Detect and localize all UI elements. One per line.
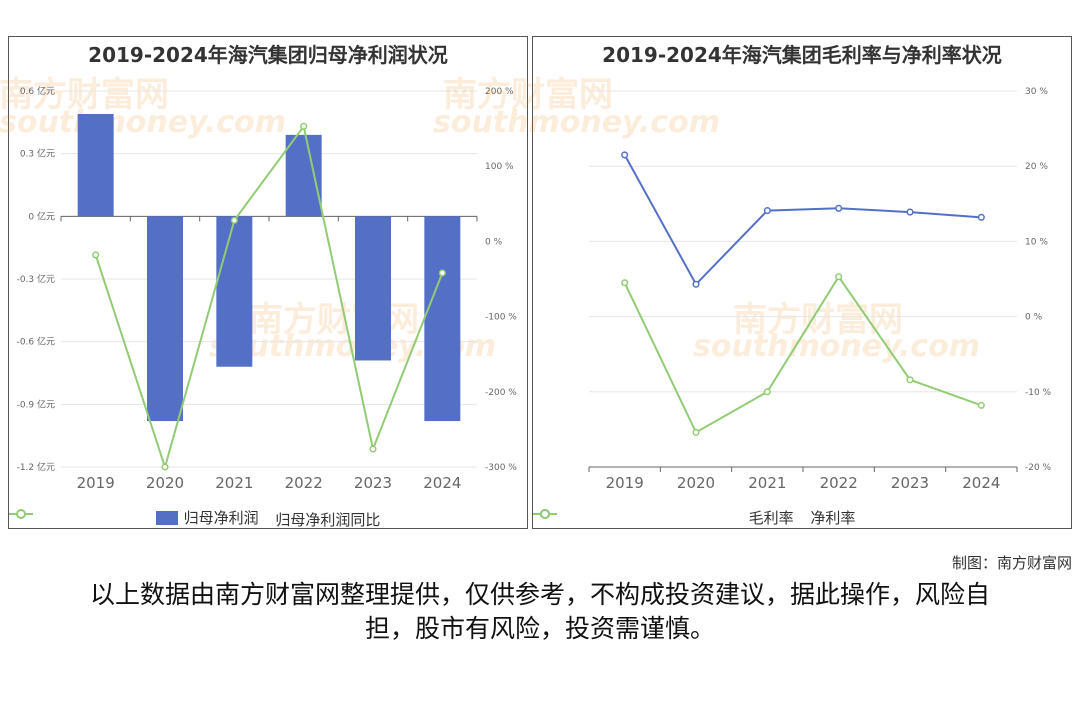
x-tick-label: 2024 (962, 474, 1000, 492)
x-tick-label: 2022 (285, 474, 323, 492)
data-point-net-margin (906, 376, 914, 384)
data-point-gross-margin (763, 207, 771, 215)
y2-tick-label: 0 % (485, 237, 503, 247)
x-tick-label: 2023 (354, 474, 392, 492)
legend-label: 归母净利润 (183, 509, 259, 527)
y-tick-label: -1.2 亿元 (17, 461, 55, 473)
legend-item-gross-margin[interactable]: 毛利率 (533, 507, 794, 528)
x-tick-label: 2020 (677, 474, 715, 492)
bar-net-profit (355, 216, 391, 361)
data-point-gross-margin (621, 151, 629, 159)
data-point-net-margin (763, 388, 771, 396)
y2-tick-label: -100 % (485, 313, 517, 323)
bar-net-profit (424, 216, 461, 422)
line-swatch-icon (9, 509, 33, 519)
series-line-gross-margin (623, 154, 982, 286)
margin-chart-panel: 南方财富网 southmoney.com 南方财富网 southmoney.co… (433, 36, 1072, 529)
bar-net-profit (77, 113, 114, 217)
data-point-yoy (438, 269, 446, 277)
legend-label: 净利率 (810, 509, 856, 527)
x-tick-label: 2021 (748, 474, 786, 492)
data-point-net-margin (621, 279, 629, 287)
data-point-gross-margin (835, 204, 843, 212)
chart-credit: 制图：南方财富网 (951, 554, 1072, 572)
disclaimer: 以上数据由南方财富网整理提供，仅供参考，不构成投资建议，据此操作，风险自担，股市… (89, 580, 990, 643)
legend-item-net-profit[interactable]: 归母净利润 (155, 507, 259, 528)
data-point-gross-margin (977, 213, 985, 221)
net-profit-chart-panel: 南方财富网 southmoney.com 南方财富网 southmoney.co… (0, 36, 528, 530)
legend: 归母净利润 归母净利润同比 (9, 507, 527, 530)
y-tick-label: 0 亿元 (28, 210, 55, 222)
y-tick-label: 10 % (1025, 237, 1048, 247)
legend-item-net-profit-yoy[interactable]: 归母净利润同比 (9, 509, 381, 530)
data-point-yoy (92, 251, 100, 259)
series-line-yoy (94, 123, 444, 471)
data-point-gross-margin (692, 280, 700, 288)
y-tick-label: 0 % (1025, 313, 1043, 323)
x-tick-label: 2020 (146, 474, 184, 492)
y-tick-label: -0.3 亿元 (17, 273, 55, 285)
chart-title: 2019-2024年海汽集团毛利率与净利率状况 (602, 43, 1002, 67)
y-tick-label: -20 % (1025, 463, 1052, 473)
y-tick-label: -10 % (1025, 388, 1052, 398)
bar-net-profit (147, 216, 183, 422)
data-point-net-margin (692, 428, 700, 436)
margin-chart: 30 % 20 % 10 % 0 % -10 % -20 % 2019 2020 2021 202… (588, 87, 1052, 492)
data-point-gross-margin (906, 208, 914, 216)
y2-tick-label: 200 % (485, 87, 514, 97)
y2-tick-label: -300 % (485, 463, 517, 473)
y-tick-label: 20 % (1025, 162, 1048, 172)
series-line-net-margin (623, 274, 982, 434)
y2-tick-label: -200 % (485, 388, 517, 398)
bar-swatch-icon (155, 510, 178, 525)
data-point-yoy (161, 463, 169, 471)
y-tick-label: 30 % (1025, 87, 1048, 97)
legend: 毛利率 净利率 (533, 507, 1071, 528)
x-tick-label: 2023 (891, 474, 929, 492)
data-point-yoy (369, 445, 377, 453)
y-tick-label: 0.3 亿元 (20, 148, 55, 160)
x-tick-label: 2019 (606, 474, 644, 492)
x-tick-label: 2021 (215, 474, 253, 492)
legend-item-net-margin[interactable]: 净利率 (533, 507, 856, 528)
x-tick-label: 2022 (820, 474, 858, 492)
y2-tick-label: 100 % (485, 162, 514, 172)
bar-net-profit (285, 134, 322, 217)
legend-label: 毛利率 (748, 509, 794, 527)
line-swatch-icon (533, 509, 557, 519)
data-point-yoy (230, 216, 238, 224)
x-tick-label: 2019 (77, 474, 115, 492)
y-tick-label: -0.6 亿元 (17, 336, 55, 348)
bar-net-profit (216, 216, 253, 367)
data-point-yoy (300, 122, 308, 130)
data-point-net-margin (835, 273, 843, 281)
data-point-net-margin (977, 401, 985, 409)
chart-title: 2019-2024年海汽集团归母净利润状况 (88, 43, 448, 67)
x-tick-label: 2024 (423, 474, 461, 492)
legend-label: 归母净利润同比 (275, 510, 381, 529)
y-tick-label: -0.9 亿元 (17, 398, 55, 410)
net-profit-chart: 0.6 亿元 0.3 亿元 0 亿元 -0.3 亿元 -0.6 亿元 -0.9 亿元 -1.… (17, 85, 518, 492)
y-tick-label: 0.6 亿元 (20, 85, 55, 97)
